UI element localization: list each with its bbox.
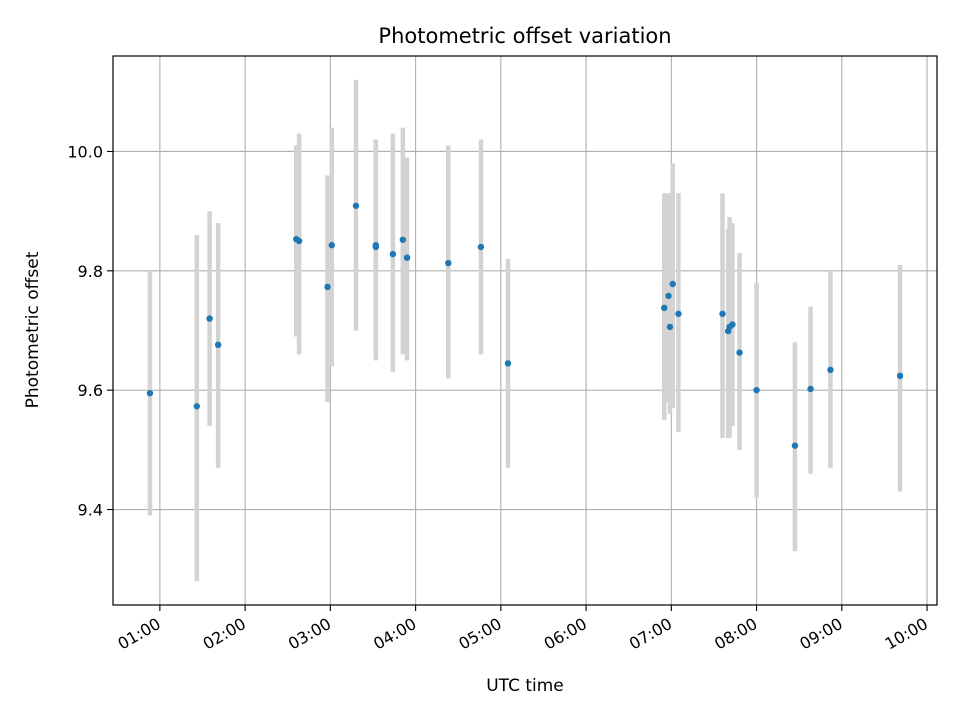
data-points [146,202,904,449]
data-point [736,349,743,356]
data-point [729,321,736,328]
plot-frame [112,55,938,606]
data-point [372,243,380,251]
y-tick-label: 9.4 [78,501,103,520]
data-point [665,292,672,300]
data-point [807,385,814,393]
data-point [399,236,407,243]
chart-title: Photometric offset variation [378,24,671,48]
data-point [389,250,397,258]
y-axis-label: Photometric offset [23,251,43,408]
data-point [477,243,485,251]
data-point [661,304,668,312]
data-point [206,315,213,322]
data-point [719,310,726,317]
data-point [753,386,760,394]
data-point [146,389,154,397]
data-point [896,372,904,380]
data-point [791,442,799,449]
data-point [403,254,411,261]
data-point [827,366,834,374]
data-point [295,237,303,245]
data-point [324,283,331,291]
data-point [504,360,512,367]
y-tick-label: 9.8 [78,262,103,281]
y-axis-ticks: 9.4 9.6 9.8 10.0 [67,142,113,520]
data-point [328,241,335,249]
y-tick-label: 10.0 [67,142,103,161]
data-point [193,403,201,410]
data-point [445,259,452,267]
data-point [352,202,360,209]
x-axis-label: UTC time [486,676,564,696]
grid-lines [113,56,937,605]
data-point [675,310,682,317]
y-tick-label: 9.6 [78,381,103,400]
data-point [214,341,222,349]
data-point [666,323,674,331]
data-point [669,280,676,288]
